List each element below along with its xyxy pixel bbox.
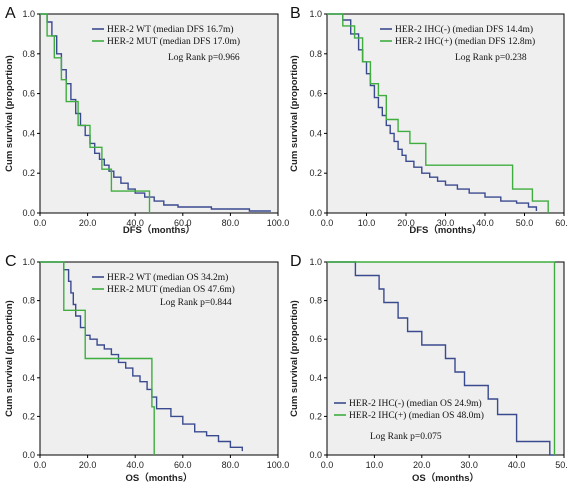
panel-letter: B	[290, 5, 301, 22]
series-line-green	[40, 261, 155, 455]
y-tick-label: 1.0	[309, 9, 322, 19]
x-tick-label: 100.0	[267, 460, 290, 470]
y-tick-label: 0.2	[309, 411, 322, 421]
panel-letter: D	[290, 253, 302, 270]
legend-label: HER-2 IHC(-) (median OS 24.9m)	[349, 398, 482, 409]
x-tick-label: 0.0	[321, 218, 334, 228]
legend-label: HER-2 IHC(+) (median OS 48.0m)	[349, 410, 484, 421]
y-tick-label: 0.6	[22, 89, 35, 99]
chart-panel-b: B 0.0 0.2 0.4 0.6 0.8 1.0 0.0 10.0 20.0 30.0 40.0 50…	[289, 5, 567, 236]
x-axis-label: OS（months）	[412, 472, 479, 484]
y-tick-label: 0.2	[309, 168, 322, 178]
y-axis-label: Cum survival (proportion)	[289, 300, 300, 417]
y-tick-label: 0.4	[309, 373, 322, 383]
x-tick-label: 60.0	[174, 218, 192, 228]
log-rank-annotation: Log Rank p=0.075	[370, 432, 442, 442]
x-tick-label: 20.0	[79, 218, 97, 228]
y-tick-label: 0.6	[22, 334, 35, 344]
y-tick-label: 1.0	[22, 9, 35, 19]
x-tick-label: 80.0	[222, 460, 240, 470]
y-tick-label: 0.4	[309, 128, 322, 138]
y-tick-label: 0.4	[22, 128, 35, 138]
y-tick-label: 0.8	[22, 49, 35, 59]
x-tick-label: 20.0	[79, 460, 97, 470]
y-tick-label: 0.0	[22, 450, 35, 460]
legend-label: HER-2 IHC(-) (median DFS 14.4m)	[395, 24, 533, 35]
chart-panel-d: D 0.0 0.2 0.4 0.6 0.8 1.0 0.0 10.0 20.0 30.0 40.0 50…	[289, 253, 567, 484]
log-rank-annotation: Log Rank p=0.238	[455, 53, 527, 63]
y-axis-label: Cum survival (proportion)	[289, 55, 300, 172]
x-tick-label: 10.0	[358, 218, 376, 228]
legend-label: HER-2 MUT (median DFS 17.0m)	[107, 36, 240, 47]
legend-label: HER-2 WT (median OS 34.2m)	[107, 272, 228, 283]
y-tick-label: 0.8	[22, 296, 35, 306]
x-tick-label: 10.0	[366, 460, 384, 470]
x-tick-label: 40.0	[508, 460, 526, 470]
panel-letter: A	[5, 5, 16, 22]
y-tick-label: 0.8	[309, 49, 322, 59]
y-tick-label: 0.0	[22, 208, 35, 218]
legend-label: HER-2 IHC(+) (median DFS 12.8m)	[395, 36, 535, 47]
series-line-blue	[40, 261, 243, 452]
y-tick-label: 0.6	[309, 89, 322, 99]
legend-label: HER-2 MUT (median OS 47.6m)	[107, 284, 235, 295]
chart-panel-a: A 0.0 0.2 0.4 0.6 0.8 1.0 0.0 20.0 40.0 60.0 80.0 10…	[4, 5, 289, 236]
x-tick-label: 40.0	[126, 218, 144, 228]
x-tick-label: 0.0	[321, 460, 334, 470]
x-tick-label: 30.0	[437, 218, 455, 228]
plot-area	[326, 13, 565, 214]
x-tick-label: 30.0	[460, 460, 478, 470]
log-rank-annotation: Log Rank p=0.966	[168, 53, 240, 63]
x-tick-label: 20.0	[397, 218, 415, 228]
series-line-blue	[40, 13, 271, 212]
y-tick-label: 0.0	[309, 450, 322, 460]
y-tick-label: 0.4	[22, 373, 35, 383]
x-tick-label: 0.0	[34, 218, 47, 228]
y-axis-label: Cum survival (proportion)	[4, 300, 15, 417]
plot-area	[39, 261, 279, 456]
chart-panel-c: C 0.0 0.2 0.4 0.6 0.8 1.0 0.0 20.0 40.0 60.0 80.0 10…	[4, 253, 289, 484]
series-line-green	[327, 13, 549, 213]
y-tick-label: 1.0	[309, 257, 322, 267]
x-tick-label: 0.0	[34, 460, 47, 470]
y-tick-label: 0.0	[309, 208, 322, 218]
series-line-green	[40, 13, 151, 213]
x-tick-label: 80.0	[222, 218, 240, 228]
x-tick-label: 50.0	[516, 218, 534, 228]
x-tick-label: 60.0	[555, 218, 567, 228]
x-tick-label: 40.0	[476, 218, 494, 228]
y-tick-label: 0.8	[309, 296, 322, 306]
x-tick-label: 20.0	[413, 460, 431, 470]
x-axis-label: OS（months）	[125, 472, 192, 484]
y-tick-label: 0.2	[22, 168, 35, 178]
x-axis-label: DFS（months）	[123, 224, 195, 236]
x-tick-label: 60.0	[174, 460, 192, 470]
x-tick-label: 40.0	[126, 460, 144, 470]
x-tick-label: 50.0	[555, 460, 567, 470]
x-tick-label: 100.0	[267, 218, 290, 228]
series-line-green	[327, 261, 556, 455]
x-axis-label: DFS（months）	[409, 224, 481, 236]
legend-label: HER-2 WT (median DFS 16.7m)	[107, 24, 234, 35]
panel-letter: C	[5, 253, 17, 270]
series-line-blue	[327, 261, 555, 456]
y-tick-label: 1.0	[22, 257, 35, 267]
y-tick-label: 0.6	[309, 334, 322, 344]
y-tick-label: 0.2	[22, 411, 35, 421]
y-axis-label: Cum survival (proportion)	[4, 55, 15, 172]
log-rank-annotation: Log Rank p=0.844	[160, 298, 232, 308]
